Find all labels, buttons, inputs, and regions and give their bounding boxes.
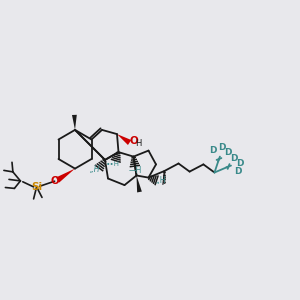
Text: O: O: [130, 136, 139, 146]
Text: ∙∙H: ∙∙H: [106, 161, 119, 167]
Text: ,,H: ,,H: [156, 176, 166, 185]
Text: D: D: [230, 154, 238, 163]
Polygon shape: [72, 115, 77, 130]
Polygon shape: [136, 176, 142, 192]
Text: D: D: [224, 148, 232, 157]
Text: ,,H: ,,H: [89, 165, 100, 174]
Text: Si: Si: [31, 182, 42, 192]
Text: D: D: [234, 167, 242, 176]
Polygon shape: [117, 134, 131, 145]
Polygon shape: [56, 169, 75, 182]
Text: H: H: [135, 140, 142, 148]
Text: O: O: [50, 176, 59, 186]
Text: —H: —H: [128, 166, 142, 175]
Text: D: D: [236, 159, 244, 168]
Text: D: D: [218, 143, 225, 152]
Text: D: D: [209, 146, 216, 155]
